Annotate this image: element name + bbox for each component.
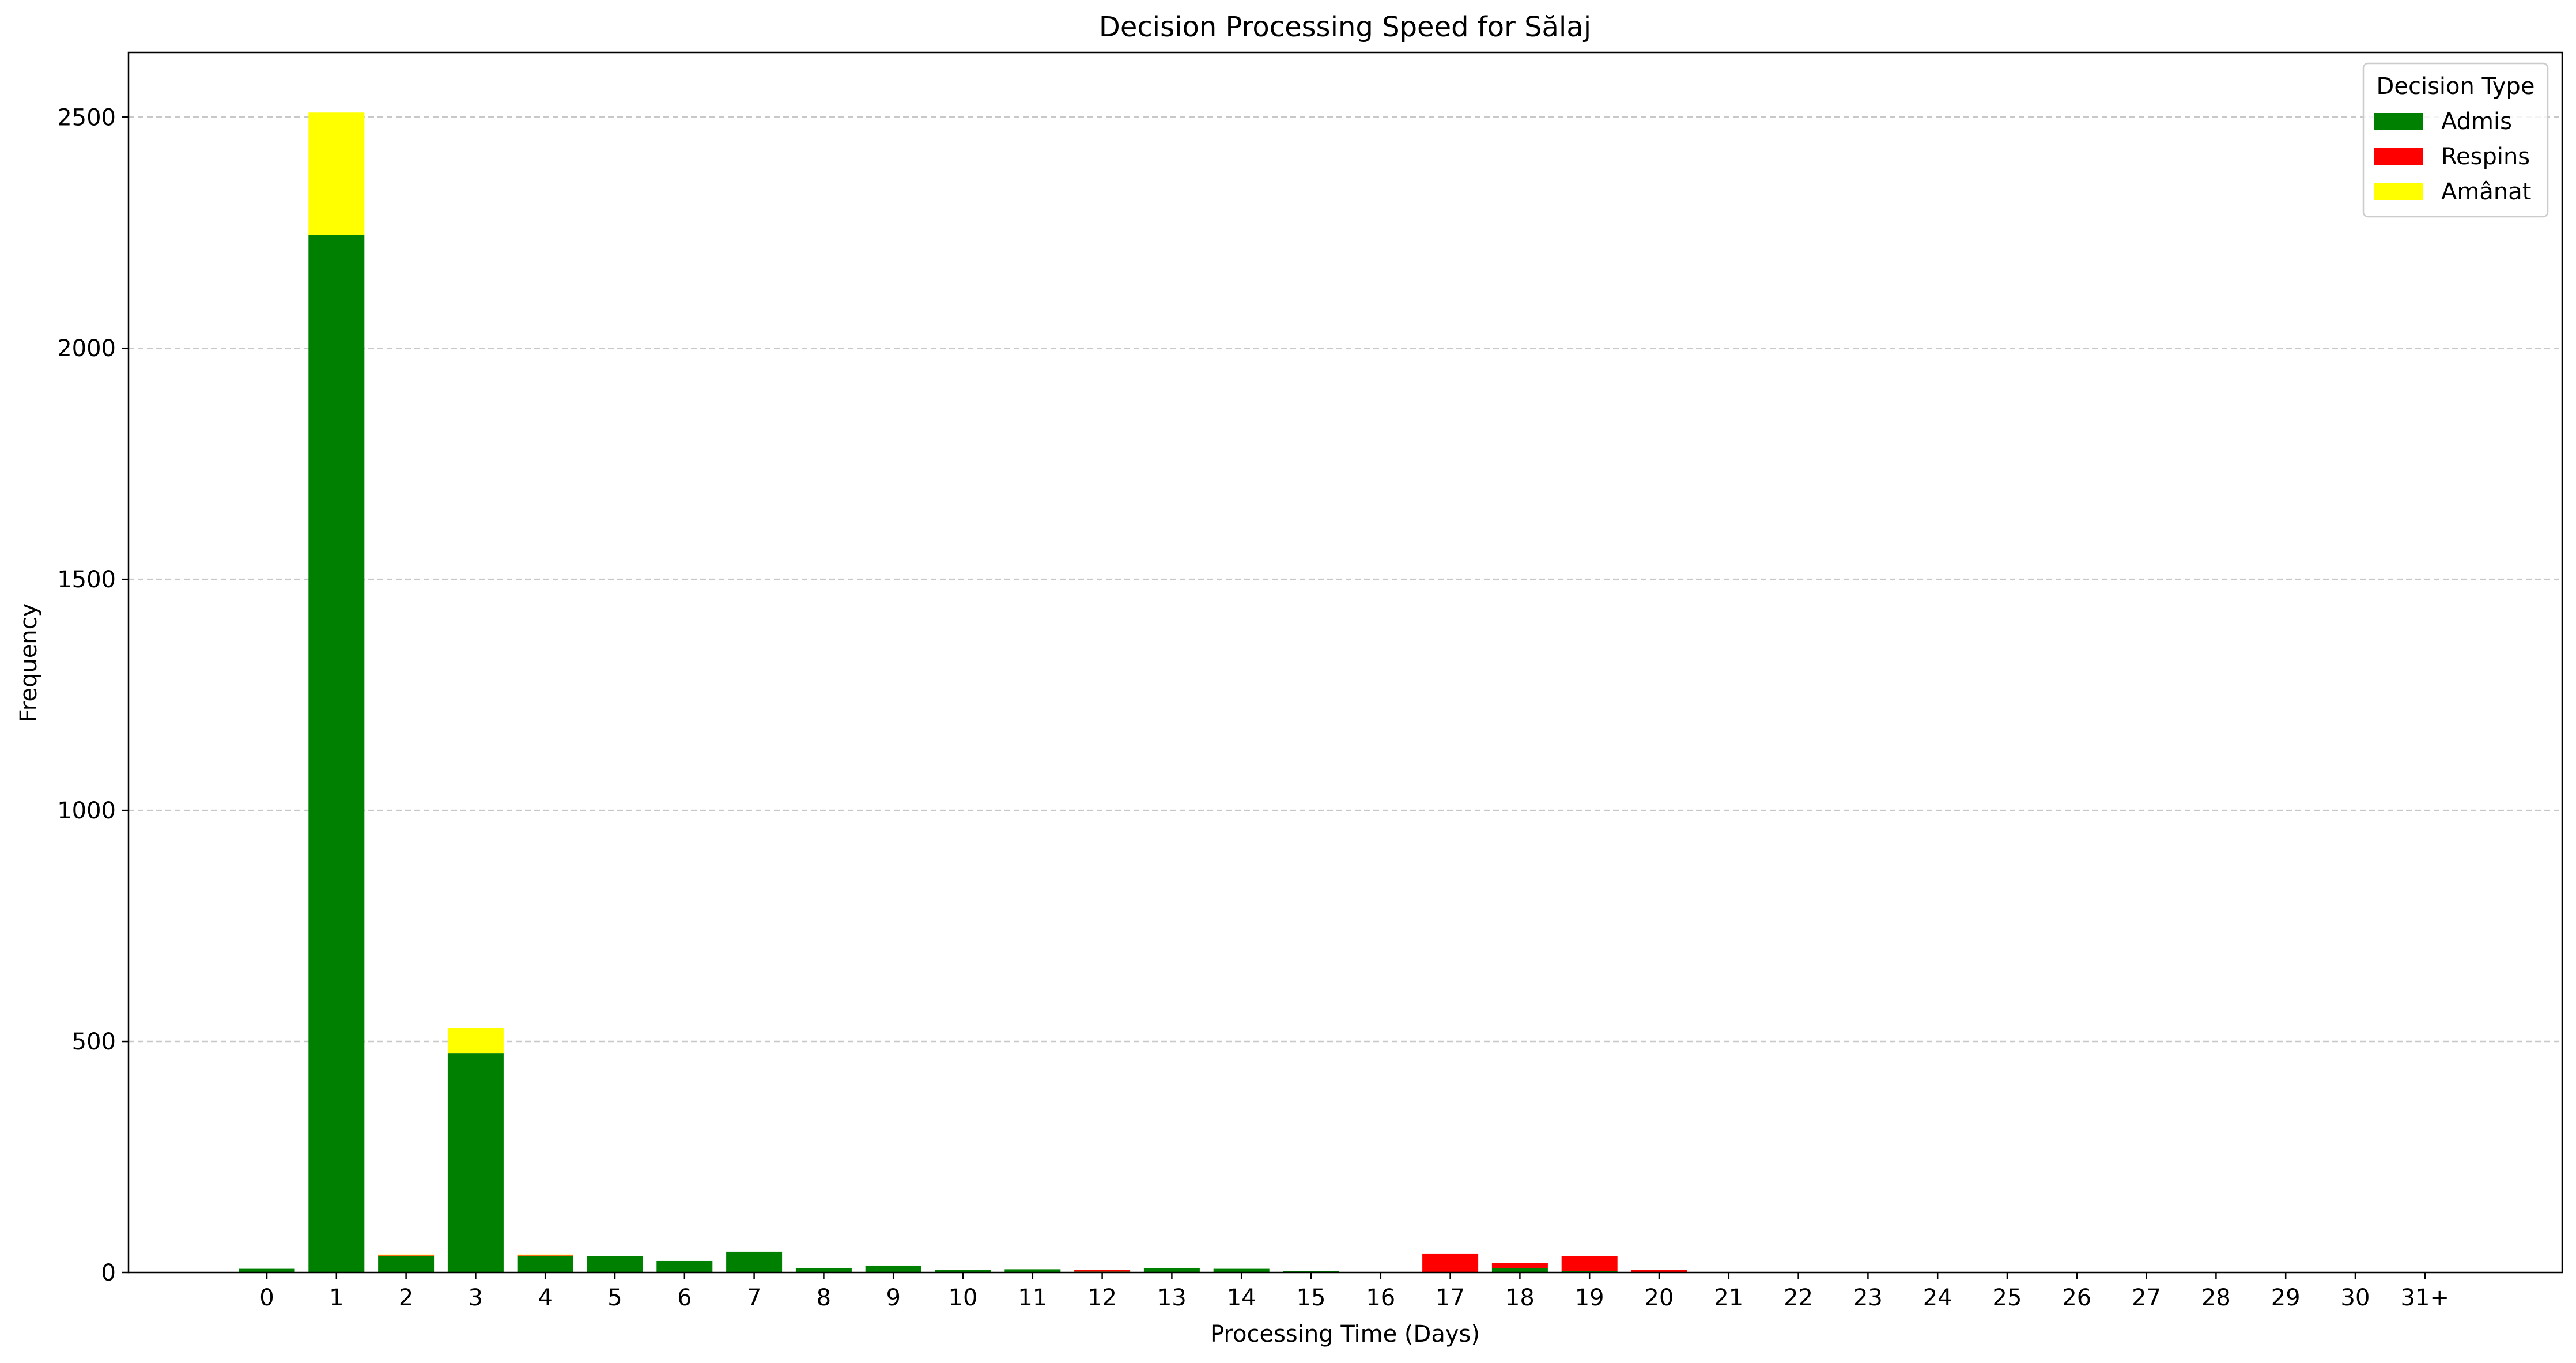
x-tick-label: 19 (1575, 1285, 1604, 1311)
x-tick-label: 24 (1923, 1285, 1952, 1311)
x-tick-label: 4 (538, 1285, 552, 1311)
legend-swatch-respins (2374, 148, 2423, 165)
bar-segment-respins-17 (1422, 1253, 1479, 1273)
bar-segment-amânat-2 (378, 1254, 435, 1256)
x-tick-label: 26 (2062, 1285, 2091, 1311)
bar-segment-admis-10 (935, 1270, 991, 1273)
chart-title: Decision Processing Speed for Sălaj (1099, 11, 1591, 43)
x-tick-label: 1 (329, 1285, 343, 1311)
bar-segment-admis-13 (1143, 1267, 1200, 1273)
bar-segment-admis-5 (587, 1256, 643, 1273)
x-tick-label: 23 (1853, 1285, 1883, 1311)
bar-segment-respins-4 (517, 1255, 573, 1256)
x-tick-label: 28 (2201, 1285, 2231, 1311)
y-tick-label: 2500 (57, 104, 116, 131)
bar-segment-admis-4 (517, 1256, 573, 1273)
bar-segment-admis-2 (378, 1256, 435, 1273)
x-tick-label: 3 (469, 1285, 483, 1311)
x-tick-label: 2 (399, 1285, 413, 1311)
legend-title: Decision Type (2377, 73, 2535, 100)
y-tick-label: 0 (101, 1260, 116, 1286)
bar-segment-admis-18 (1491, 1267, 1548, 1273)
bar-segment-admis-9 (865, 1265, 921, 1273)
x-tick-label: 30 (2341, 1285, 2370, 1311)
x-tick-label: 0 (259, 1285, 274, 1311)
bar-segment-admis-3 (447, 1053, 504, 1273)
bar-segment-respins-19 (1561, 1256, 1618, 1271)
y-tick-label: 1000 (57, 798, 116, 824)
legend-label-admis: Admis (2441, 108, 2512, 135)
bar-segment-admis-6 (656, 1260, 713, 1273)
x-tick-label: 12 (1087, 1285, 1117, 1311)
bar-segment-respins-18 (1491, 1263, 1548, 1268)
legend-swatch-admis (2374, 113, 2423, 130)
x-tick-label: 14 (1227, 1285, 1256, 1311)
y-tick-label: 1500 (57, 567, 116, 593)
bar-segment-admis-11 (1004, 1269, 1061, 1273)
bar-segment-amânat-1 (308, 112, 365, 235)
x-tick-label: 20 (1645, 1285, 1674, 1311)
bar-segment-admis-14 (1213, 1268, 1270, 1273)
legend-box (2362, 62, 2549, 218)
x-tick-label: 7 (747, 1285, 761, 1311)
bar-segment-admis-1 (308, 235, 365, 1273)
bar-segment-admis-8 (795, 1267, 852, 1273)
x-tick-label: 29 (2271, 1285, 2301, 1311)
x-tick-label: 17 (1436, 1285, 1465, 1311)
legend-label-respins: Respins (2441, 144, 2530, 170)
x-tick-label: 8 (817, 1285, 831, 1311)
x-tick-label: 5 (607, 1285, 622, 1311)
x-tick-label: 6 (677, 1285, 692, 1311)
y-axis-title: Frequency (16, 603, 42, 723)
y-tick-label: 500 (72, 1029, 116, 1055)
bar-segment-respins-12 (1074, 1270, 1131, 1272)
x-tick-label: 13 (1157, 1285, 1187, 1311)
y-tick-label: 2000 (57, 335, 116, 362)
plot-area-frame (127, 51, 2563, 1274)
bar-segment-respins-2 (378, 1255, 435, 1256)
legend: Decision Type Admis Respins Amânat (2362, 62, 2549, 218)
x-tick-label: 21 (1714, 1285, 1743, 1311)
y-axis: 0 500 1000 1500 2000 2500 (57, 104, 129, 1286)
x-tick-label: 16 (1366, 1285, 1395, 1311)
bar-segment-admis-0 (239, 1268, 295, 1273)
bar-segment-admis-7 (726, 1251, 783, 1273)
x-tick-label: 18 (1505, 1285, 1535, 1311)
x-tick-label: 31+ (2401, 1285, 2449, 1311)
legend-items: Admis Respins Amânat (2374, 108, 2531, 205)
x-axis: 0 1 2 3 4 5 6 7 8 9 10 11 12 13 14 15 16 17 18 19 20 21 22 23 24… (259, 1273, 2449, 1311)
x-tick-label: 25 (1993, 1285, 2022, 1311)
bar-segment-amânat-4 (517, 1254, 573, 1256)
x-tick-label: 11 (1018, 1285, 1047, 1311)
x-tick-label: 9 (886, 1285, 900, 1311)
legend-swatch-amânat (2374, 183, 2423, 200)
bar-segment-amânat-3 (447, 1027, 504, 1054)
x-tick-label: 15 (1297, 1285, 1326, 1311)
x-tick-label: 27 (2132, 1285, 2161, 1311)
x-tick-label: 10 (949, 1285, 978, 1311)
x-tick-label: 22 (1784, 1285, 1813, 1311)
x-axis-title: Processing Time (Days) (1210, 1321, 1480, 1347)
bars-layer (239, 112, 1687, 1273)
legend-label-amânat: Amânat (2441, 179, 2531, 205)
bar-segment-respins-20 (1631, 1270, 1687, 1273)
